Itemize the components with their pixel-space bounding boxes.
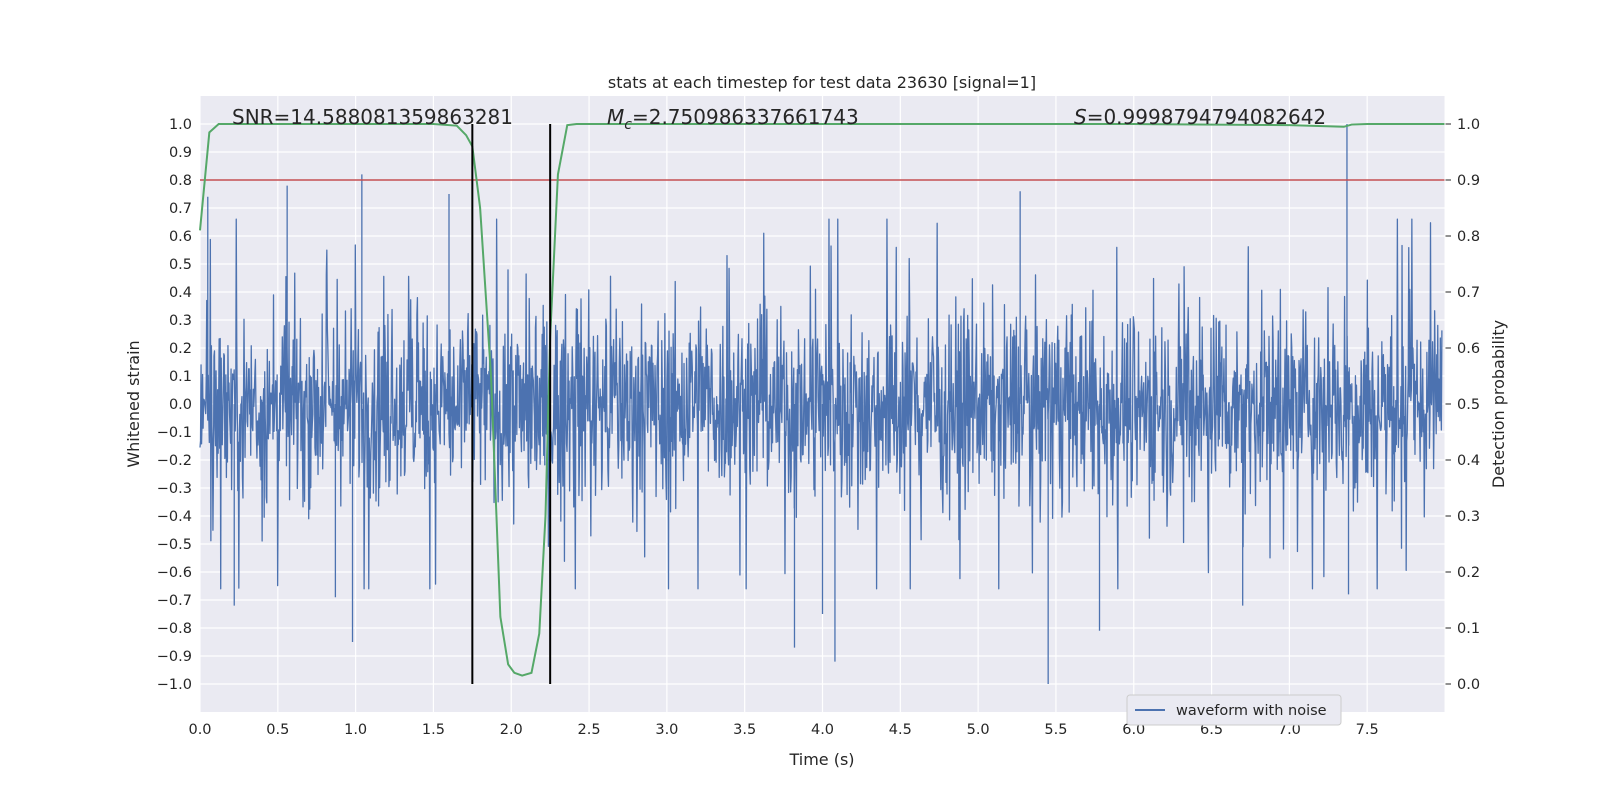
y-tick-label: 0.7 xyxy=(169,201,192,217)
x-tick-label: 6.5 xyxy=(1200,722,1223,738)
x-tick-label: 3.0 xyxy=(655,722,678,738)
x-tick-label: 2.5 xyxy=(578,722,601,738)
x-tick-label: 3.5 xyxy=(733,722,756,738)
y-tick-label: −0.5 xyxy=(157,537,192,553)
chirp-mass-symbol: M xyxy=(607,105,624,129)
y-tick-label: −0.1 xyxy=(157,425,192,441)
y-right-tick-label: 0.6 xyxy=(1457,341,1480,357)
legend: waveform with noise xyxy=(1126,694,1342,726)
legend-box xyxy=(1126,694,1342,726)
score-value: =0.9998794794082642 xyxy=(1087,105,1326,129)
y-tick-label: 0.4 xyxy=(169,285,192,301)
y-tick-label: 0.5 xyxy=(169,257,192,273)
score-symbol: S xyxy=(1074,105,1087,129)
y-tick-label: −0.2 xyxy=(157,453,192,469)
y-axis-label: Whitened strain xyxy=(124,340,143,467)
detection-probability-line xyxy=(199,123,1445,677)
y-tick-label: −0.7 xyxy=(157,593,192,609)
x-tick-label: 4.5 xyxy=(889,722,912,738)
x-tick-label: 1.5 xyxy=(422,722,445,738)
y-tick-label: 0.3 xyxy=(169,313,192,329)
x-tick-label: 5.5 xyxy=(1044,722,1067,738)
y-right-tick-label: 0.5 xyxy=(1457,397,1480,413)
y-right-tick-label: 0.2 xyxy=(1457,565,1480,581)
y-tick-label: 1.0 xyxy=(169,117,192,133)
snr-annotation: SNR=14.588081359863281 xyxy=(232,105,513,129)
y-right-axis-label: Detection probability xyxy=(1489,320,1508,488)
y-tick-label: 0.9 xyxy=(169,145,192,161)
x-tick-label: 6.0 xyxy=(1122,722,1145,738)
y-right-tick-label: 0.7 xyxy=(1457,285,1480,301)
x-tick-label: 7.0 xyxy=(1278,722,1301,738)
x-tick-label: 5.0 xyxy=(967,722,990,738)
x-tick-label: 7.5 xyxy=(1356,722,1379,738)
x-axis-label: Time (s) xyxy=(788,750,854,769)
y-tick-label: −0.9 xyxy=(157,649,192,665)
x-tick-label: 0.5 xyxy=(266,722,289,738)
y-tick-label: 0.8 xyxy=(169,173,192,189)
score-annotation: S=0.9998794794082642 xyxy=(1074,105,1326,129)
y-right-tick-label: 0.0 xyxy=(1457,677,1480,693)
x-tick-label: 0.0 xyxy=(188,722,211,738)
y-right-tick-label: 0.3 xyxy=(1457,509,1480,525)
overlays xyxy=(199,123,1445,684)
y-tick-label: 0.6 xyxy=(169,229,192,245)
chirp-mass-subscript: c xyxy=(624,117,632,133)
x-tick-label: 2.0 xyxy=(500,722,523,738)
waveform-series xyxy=(199,124,1443,684)
y-tick-label: −0.4 xyxy=(157,509,192,525)
chart-title: stats at each timestep for test data 236… xyxy=(608,73,1036,92)
y-right-tick-label: 0.9 xyxy=(1457,173,1480,189)
waveform-line xyxy=(199,124,1443,684)
y-tick-label: −0.6 xyxy=(157,565,192,581)
y-tick-label: −1.0 xyxy=(157,677,192,693)
y-tick-label: 0.1 xyxy=(169,369,192,385)
x-tick-label: 4.0 xyxy=(811,722,834,738)
y-tick-label: 0.0 xyxy=(169,397,192,413)
chirp-mass-annotation: Mc=2.750986337661743 xyxy=(607,105,859,133)
y-tick-label: −0.8 xyxy=(157,621,192,637)
legend-label: waveform with noise xyxy=(1176,703,1327,719)
x-tick-label: 1.0 xyxy=(344,722,367,738)
axes: 0.0 0.5 1.0 1.5 2.0 2.5 3.0 3.5 4.0 4.5 5.0 5.5 6.0 6… xyxy=(157,96,1480,738)
y-right-tick-label: 0.4 xyxy=(1457,453,1480,469)
y-tick-label: −0.3 xyxy=(157,481,192,497)
y-right-tick-label: 0.1 xyxy=(1457,621,1480,637)
y-right-tick-label: 0.8 xyxy=(1457,229,1480,245)
y-right-tick-label: 1.0 xyxy=(1457,117,1480,133)
y-tick-label: 0.2 xyxy=(169,341,192,357)
chirp-mass-value: =2.750986337661743 xyxy=(632,105,859,129)
